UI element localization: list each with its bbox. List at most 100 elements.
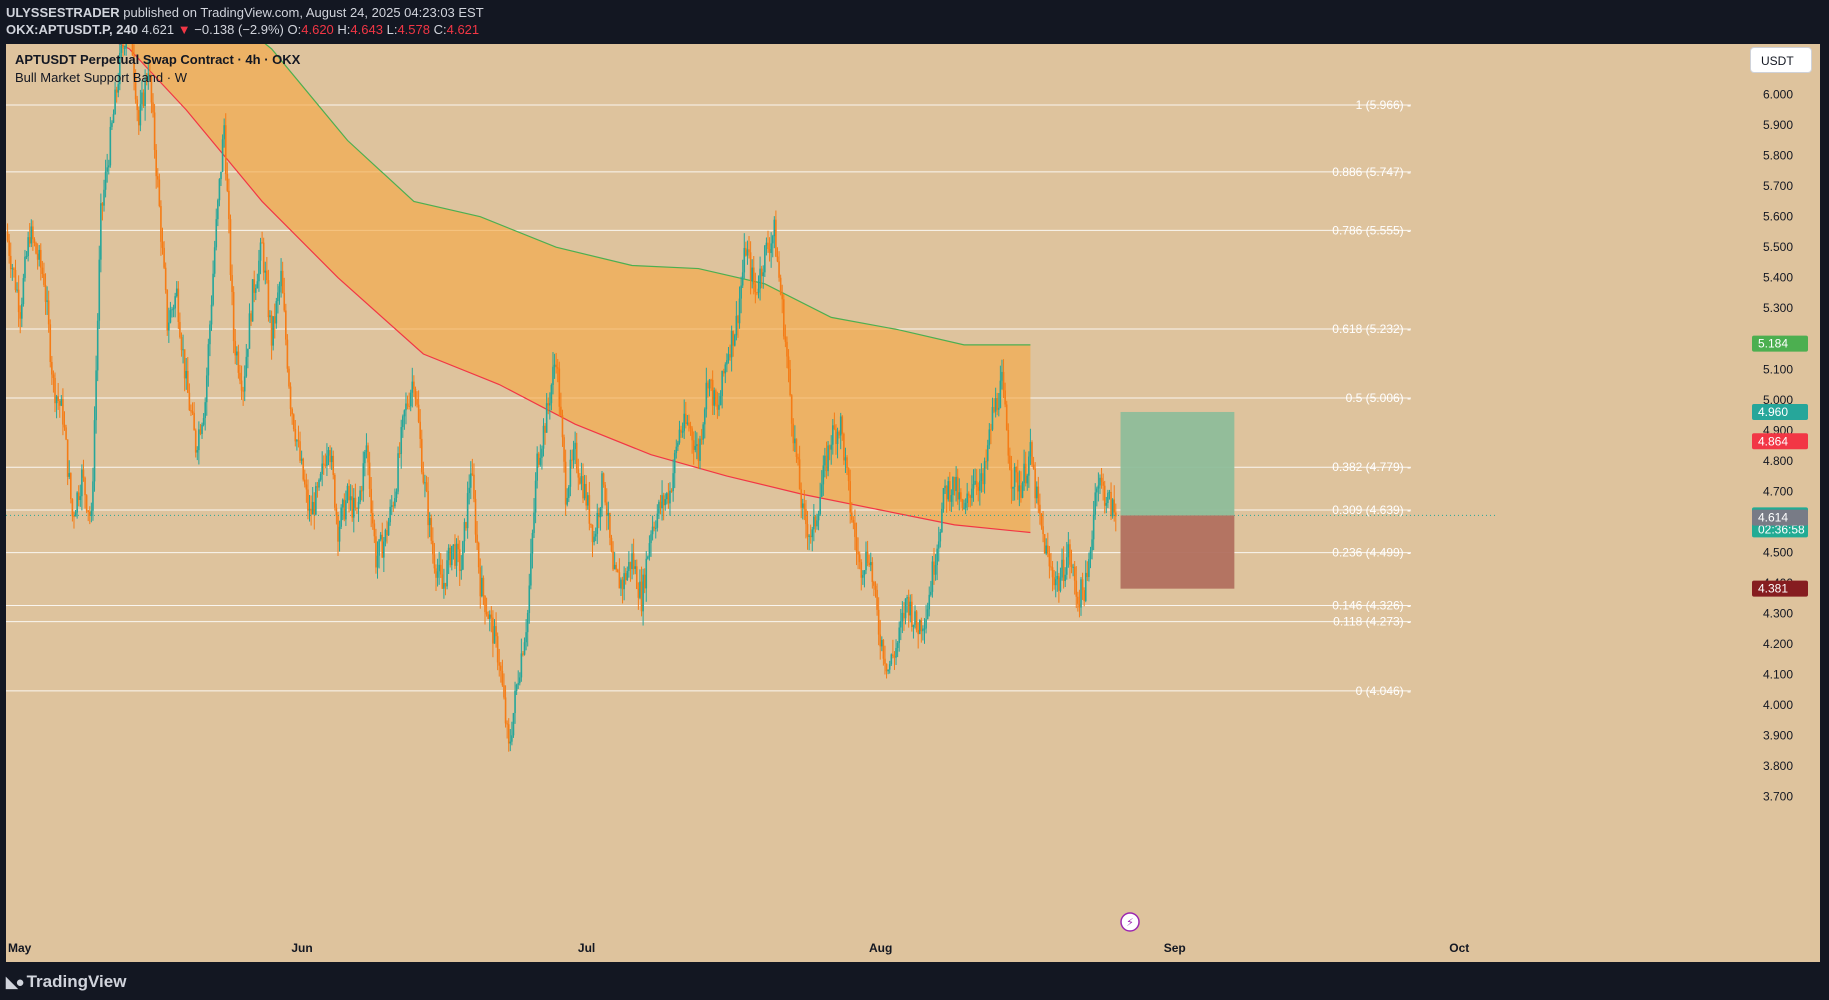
candle-body-384 [613,564,616,570]
candle-body-263 [422,472,425,483]
candle-body-693 [1102,481,1104,486]
candle-body-348 [556,367,559,369]
candle-body-183 [296,440,298,442]
candle-body-62 [104,171,107,190]
candle-body-16 [32,226,34,240]
candle-body-439 [700,438,703,440]
candle-body-119 [194,430,197,453]
candle-body-65 [109,126,112,166]
tradingview-logo[interactable]: ◣● TradingView [6,972,126,992]
candle-body-642 [1021,483,1024,498]
candle-body-249 [400,427,403,454]
candle-body-421 [672,473,674,492]
candle-body-32 [57,396,59,401]
candle-body-368 [588,495,591,524]
candle-body-551 [877,609,880,635]
candle-body-646 [1028,456,1030,476]
candle-body-159 [258,260,260,282]
chart-canvas[interactable]: 1 (5.966) - 0.886 (5.747) - 0.786 (5.555) … [6,44,1820,962]
candle-body-51 [87,510,90,512]
candle-body-295 [473,474,475,499]
candle-body-207 [334,474,336,508]
currency-button[interactable]: USDT [1750,47,1812,73]
candle-body-475 [757,288,760,293]
chart-legend: APTUSDT Perpetual Swap Contract · 4h · O… [15,52,300,88]
symbol-interval[interactable]: OKX:APTUSDT.P, 240 [6,22,138,37]
candle-body-261 [419,421,421,439]
candle-body-605 [963,507,965,509]
candle-body-675 [1073,566,1076,581]
candle-body-473 [754,284,757,293]
candle-body-172 [278,286,281,293]
candle-body-155 [251,279,254,322]
candle-body-430 [686,422,689,424]
candle-body-205 [330,455,333,463]
candle-body-450 [718,405,720,410]
candle-body-448 [715,390,717,405]
candle-body-574 [914,611,916,625]
price-tick-7: 5.300 [1763,301,1793,315]
legend-title[interactable]: APTUSDT Perpetual Swap Contract · 4h · O… [15,52,301,67]
candle-body-684 [1088,559,1090,578]
candle-body-277 [444,582,447,587]
candle-body-79 [131,44,134,56]
candle-body-69 [115,89,118,93]
fib-label-0.5: 0.5 (5.006) - [1346,391,1411,405]
candle-body-311 [498,662,501,666]
candle-body-538 [857,551,859,555]
candle-body-44 [76,492,78,513]
candle-body-572 [911,601,913,627]
candle-body-293 [469,473,472,488]
candle-body-576 [917,629,919,635]
candle-body-635 [1010,469,1013,489]
fib-label-0.382: 0.382 (4.779) - [1332,460,1411,474]
candle-body-631 [1004,390,1006,405]
price-chart[interactable]: 1 (5.966) - 0.886 (5.747) - 0.786 (5.555) … [6,44,1820,962]
candle-body-280 [449,547,452,566]
candle-body-177 [286,339,289,369]
candle-body-489 [779,277,782,295]
candle-body-545 [868,562,870,566]
candle-body-607 [966,493,968,503]
candle-body-229 [368,462,371,489]
candle-body-694 [1103,485,1106,506]
price-tag-bg-4 [1752,509,1808,526]
candle-body-173 [280,270,282,287]
price-change: −0.138 (−2.9%) [194,22,284,37]
legend-indicator[interactable]: Bull Market Support Band · W [15,70,187,85]
candle-body-643 [1023,463,1025,484]
candle-body-397 [634,566,636,569]
candle-body-156 [253,279,256,293]
candle-body-366 [585,483,587,506]
candle-body-534 [850,512,853,520]
candle-body-521 [830,444,833,450]
candle-body-612 [974,480,976,485]
high-value: 4.643 [350,22,383,37]
low-value: 4.578 [397,22,430,37]
candle-body-404 [645,558,648,589]
candle-body-226 [364,451,366,464]
price-tag-bg-5 [1752,580,1808,597]
candle-body-354 [566,497,569,505]
candle-body-149 [242,390,244,392]
candle-body-106 [174,296,176,309]
publisher-username[interactable]: ULYSSESTRADER [6,5,120,20]
candle-body-689 [1096,488,1098,493]
candle-body-468 [746,249,749,256]
candle-body-651 [1035,486,1038,499]
candle-body-125 [204,402,206,419]
low-label: L: [386,22,398,37]
candle-body-573 [912,624,915,627]
candle-body-213 [343,499,346,520]
candle-body-257 [413,381,415,389]
candle-body-244 [392,505,395,507]
candle-body-166 [269,315,271,318]
candle-body-212 [341,499,344,508]
candle-body-303 [485,612,488,615]
candle-body-307 [492,617,494,644]
fib-label-0.886: 0.886 (5.747) - [1332,165,1411,179]
candle-body-143 [232,291,235,342]
fib-label-0.309: 0.309 (4.639) - [1332,503,1411,517]
candle-body-92 [152,102,154,113]
candle-body-516 [822,465,825,485]
